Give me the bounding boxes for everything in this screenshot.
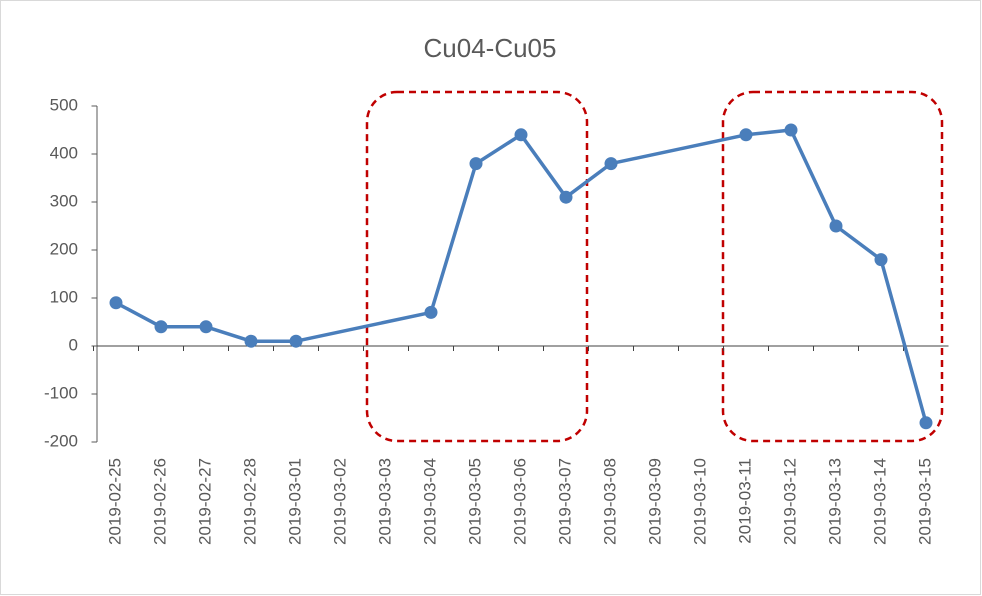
x-tick-label: 2019-03-11: [735, 458, 754, 544]
y-tick-label: -100: [44, 383, 78, 402]
x-tick-label: 2019-03-05: [465, 458, 484, 545]
y-tick-label: 300: [50, 191, 78, 210]
data-point: [919, 416, 933, 430]
data-point: [604, 157, 618, 171]
x-tick-label: 2019-03-08: [600, 458, 619, 545]
x-tick-label: 2019-03-02: [330, 458, 349, 545]
y-tick-label: -200: [44, 431, 78, 450]
x-tick-label: 2019-02-26: [150, 458, 169, 545]
y-tick-label: 500: [50, 95, 78, 114]
x-tick-label: 2019-03-14: [870, 458, 889, 545]
data-point: [109, 296, 123, 310]
x-tick-label: 2019-02-28: [240, 458, 259, 545]
y-tick-label: 0: [69, 335, 78, 354]
data-point: [469, 157, 483, 171]
data-point: [289, 334, 303, 348]
highlight-box: [365, 90, 589, 443]
x-tick-label: 2019-03-06: [510, 458, 529, 545]
data-point: [199, 320, 213, 334]
x-tick-label: 2019-03-10: [690, 458, 709, 545]
x-tick-label: 2019-03-04: [420, 458, 439, 545]
x-tick-label: 2019-03-12: [780, 458, 799, 545]
x-tick-label: 2019-03-09: [645, 458, 664, 545]
data-point: [784, 123, 798, 137]
x-tick-label: 2019-03-07: [555, 458, 574, 545]
data-point: [559, 190, 573, 204]
data-point: [154, 320, 168, 334]
highlight-box: [721, 90, 944, 443]
x-tick-label: 2019-03-15: [915, 458, 934, 545]
y-tick-label: 200: [50, 239, 78, 258]
data-point: [739, 128, 753, 142]
data-point: [424, 305, 438, 319]
x-tick-label: 2019-02-27: [195, 458, 214, 545]
chart-title: Cu04-Cu05: [424, 33, 557, 63]
data-point: [514, 128, 528, 142]
y-tick-label: 100: [50, 287, 78, 306]
x-tick-label: 2019-03-13: [825, 458, 844, 545]
y-tick-label: 400: [50, 143, 78, 162]
x-tick-label: 2019-03-01: [285, 458, 304, 545]
x-tick-label: 2019-03-03: [375, 458, 394, 545]
x-tick-label: 2019-02-25: [105, 458, 124, 545]
data-point: [244, 334, 258, 348]
data-point: [874, 253, 888, 267]
data-point: [829, 219, 843, 233]
